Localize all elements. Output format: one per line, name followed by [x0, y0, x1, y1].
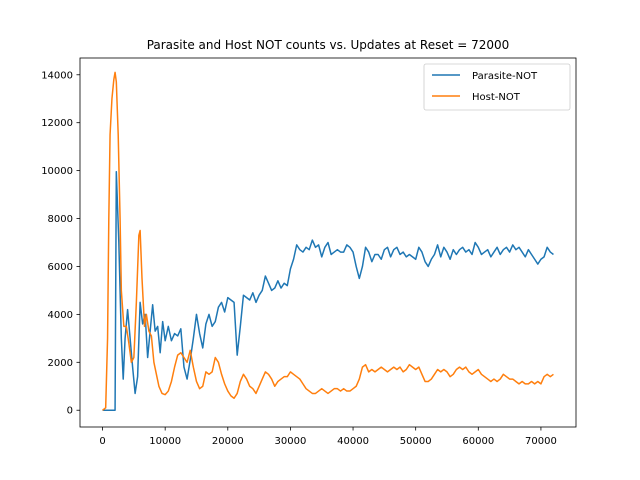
y-axis: 0 2000 4000 6000 8000 10000 12000 14000	[41, 70, 80, 417]
series-line-0	[102, 171, 554, 411]
y-tick-label: 12000	[41, 118, 73, 129]
series-line-1	[102, 71, 554, 411]
series-lines	[102, 71, 554, 411]
legend: Parasite-NOT Host-NOT	[423, 63, 571, 111]
x-tick-label: 10000	[149, 436, 181, 447]
y-tick-label: 8000	[48, 214, 73, 225]
x-tick-label: 40000	[337, 436, 369, 447]
legend-box	[423, 63, 571, 111]
x-tick-label: 20000	[212, 436, 244, 447]
legend-label: Parasite-NOT	[472, 71, 538, 82]
x-tick-label: 60000	[462, 436, 494, 447]
chart-title: Parasite and Host NOT counts vs. Updates…	[147, 38, 510, 52]
y-tick-label: 2000	[48, 358, 73, 369]
x-tick-label: 30000	[275, 436, 307, 447]
x-axis: 0 10000 20000 30000 40000 50000 60000 70000	[99, 427, 557, 447]
plot-area	[79, 57, 577, 428]
x-tick-label: 50000	[400, 436, 432, 447]
x-tick-label: 70000	[525, 436, 557, 447]
y-tick-label: 0	[67, 406, 73, 417]
y-tick-label: 6000	[48, 262, 73, 273]
x-tick-label: 0	[99, 436, 105, 447]
axes-frame	[79, 57, 577, 428]
y-tick-label: 14000	[41, 70, 73, 81]
y-tick-label: 4000	[48, 310, 73, 321]
legend-label: Host-NOT	[472, 92, 521, 103]
y-tick-label: 10000	[41, 166, 73, 177]
